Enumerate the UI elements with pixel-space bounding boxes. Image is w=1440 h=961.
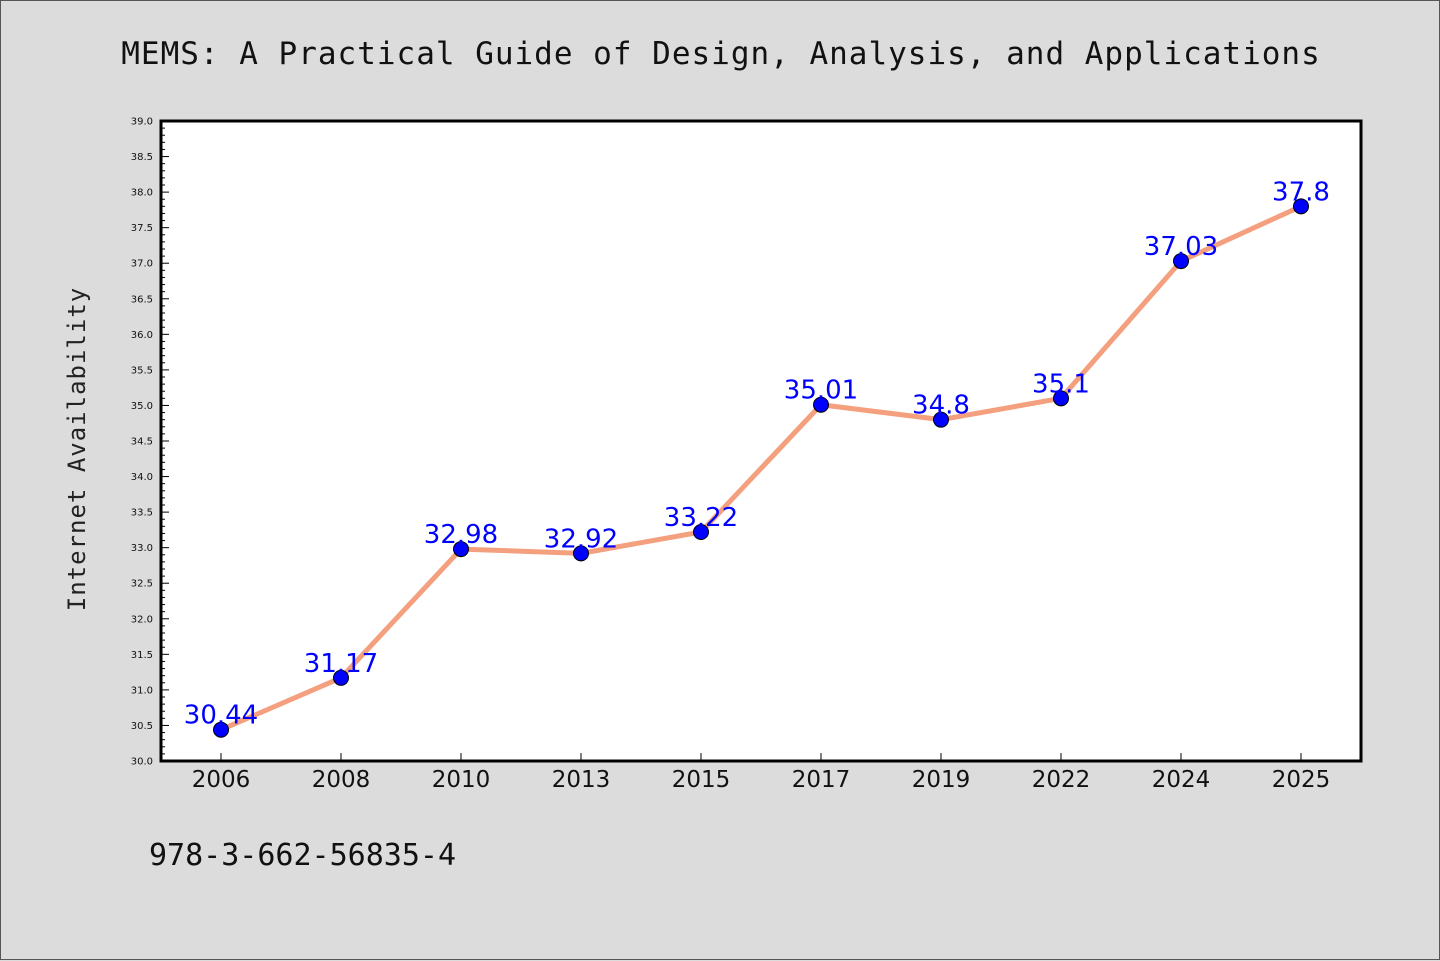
data-label: 32.92 bbox=[544, 524, 618, 554]
data-point bbox=[813, 396, 829, 413]
data-label: 33.22 bbox=[664, 503, 738, 533]
y-tick-label: 35.0 bbox=[131, 401, 153, 412]
y-tick-label: 39.0 bbox=[131, 117, 153, 128]
y-tick-label: 34.5 bbox=[131, 437, 153, 448]
y-tick-label: 30.5 bbox=[131, 721, 153, 732]
x-tick-label: 2025 bbox=[1272, 767, 1331, 793]
data-label: 30.44 bbox=[184, 701, 258, 731]
x-tick-label: 2019 bbox=[912, 767, 971, 793]
isbn-footnote: 978-3-662-56835-4 bbox=[149, 838, 456, 873]
y-tick-label: 33.5 bbox=[131, 508, 153, 519]
x-tick-label: 2006 bbox=[192, 767, 251, 793]
data-point bbox=[1053, 390, 1069, 407]
y-tick-label: 35.5 bbox=[131, 365, 153, 376]
x-tick-label: 2015 bbox=[672, 767, 731, 793]
x-axis-ticks: 2006 2008 2010 2013 2015 2017 2019 2022 2024 2025 bbox=[192, 753, 1331, 793]
x-tick-label: 2017 bbox=[792, 767, 851, 793]
data-label: 34.8 bbox=[912, 391, 970, 421]
x-tick-label: 2024 bbox=[1152, 767, 1211, 793]
x-tick-label: 2013 bbox=[552, 767, 611, 793]
data-label: 35.1 bbox=[1032, 369, 1090, 399]
y-tick-label: 30.0 bbox=[131, 757, 153, 768]
data-point bbox=[213, 721, 229, 738]
x-tick-label: 2022 bbox=[1032, 767, 1091, 793]
y-tick-label: 36.0 bbox=[131, 330, 153, 341]
y-tick-label: 31.0 bbox=[131, 685, 153, 696]
data-label: 32.98 bbox=[424, 520, 498, 550]
data-point bbox=[333, 669, 349, 686]
y-tick-label: 32.0 bbox=[131, 614, 153, 625]
data-point bbox=[573, 545, 589, 562]
y-tick-label: 38.5 bbox=[131, 152, 153, 163]
data-point bbox=[453, 541, 469, 558]
x-tick-label: 2008 bbox=[312, 767, 371, 793]
data-label: 37.03 bbox=[1144, 232, 1218, 262]
data-point bbox=[693, 524, 709, 541]
x-tick-label: 2010 bbox=[432, 767, 491, 793]
y-tick-label: 37.5 bbox=[131, 223, 153, 234]
series-layer bbox=[213, 198, 1309, 738]
y-tick-label: 32.5 bbox=[131, 579, 153, 590]
y-tick-label: 37.0 bbox=[131, 259, 153, 270]
y-tick-label: 36.5 bbox=[131, 294, 153, 305]
y-tick-label: 31.5 bbox=[131, 650, 153, 661]
y-axis-label: Internet Availability bbox=[63, 287, 91, 611]
data-labels-layer: 30.44 31.17 32.98 32.92 33.22 35.01 34.8 35.1 37… bbox=[184, 177, 1330, 730]
data-point bbox=[933, 411, 949, 428]
y-tick-label: 34.0 bbox=[131, 472, 153, 483]
data-label: 35.01 bbox=[784, 376, 858, 406]
series-line bbox=[218, 203, 1304, 733]
data-point bbox=[1293, 198, 1309, 215]
y-tick-label: 33.0 bbox=[131, 543, 153, 554]
y-tick-label: 38.0 bbox=[131, 188, 153, 199]
data-label: 31.17 bbox=[304, 649, 378, 679]
chart-title: MEMS: A Practical Guide of Design, Analy… bbox=[121, 36, 1320, 72]
data-point bbox=[1173, 253, 1189, 270]
data-label: 37.8 bbox=[1272, 177, 1330, 207]
y-axis-ticks: 30.0 30.5 31.0 31.5 32.0 32.5 33.0 33.5 34.0 34.5… bbox=[131, 117, 169, 768]
